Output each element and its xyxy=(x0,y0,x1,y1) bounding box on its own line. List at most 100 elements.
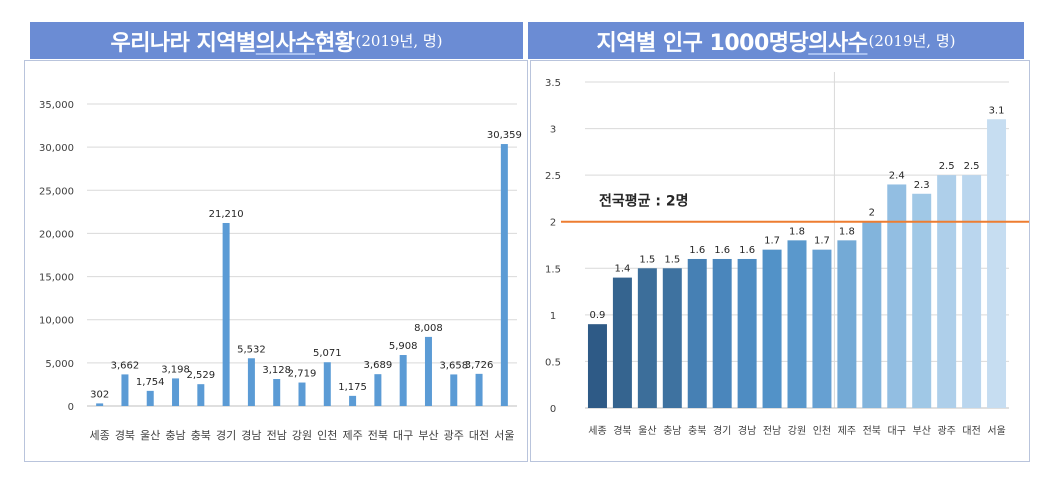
right-data-label: 1.6 xyxy=(689,245,705,256)
left-data-label: 302 xyxy=(90,389,109,400)
right-bar xyxy=(787,240,807,408)
right-category-label: 전북 xyxy=(863,425,881,437)
title-divider xyxy=(524,25,526,57)
left-title-tail: 현황 xyxy=(315,30,355,56)
right-category-label: 전남 xyxy=(763,425,781,437)
left-bar xyxy=(146,390,154,406)
left-bar xyxy=(475,373,483,406)
left-bar xyxy=(273,379,281,406)
left-category-label: 경기 xyxy=(216,429,236,442)
left-bar xyxy=(172,378,180,406)
right-average-label: 전국평균 : 2명 xyxy=(599,193,689,210)
right-data-label: 0.9 xyxy=(590,310,606,321)
right-data-label: 1.4 xyxy=(614,264,630,275)
left-bar xyxy=(349,395,357,406)
right-category-label: 경기 xyxy=(713,424,731,437)
right-category-label: 제주 xyxy=(838,425,856,437)
right-category-label: 서울 xyxy=(987,425,1005,437)
left-title-banner: 우리나라 지역별 의사수 현황 (2019년, 명) xyxy=(30,22,523,59)
left-data-label: 8,008 xyxy=(414,323,443,334)
left-category-label: 강원 xyxy=(292,429,312,442)
left-y-tick-label: 35,000 xyxy=(39,100,74,111)
left-bar xyxy=(121,374,129,406)
right-title-main: 지역별 인구 1000명당 xyxy=(596,30,809,56)
right-category-label: 세종 xyxy=(588,425,606,437)
right-bar xyxy=(737,258,757,408)
right-y-tick-label: 1.5 xyxy=(545,264,561,275)
right-bar xyxy=(662,268,682,408)
right-bar xyxy=(637,268,657,408)
right-bar xyxy=(687,258,707,408)
left-bar xyxy=(247,358,255,406)
right-data-label: 2 xyxy=(869,208,875,219)
left-data-label: 1,175 xyxy=(338,382,367,393)
left-category-label: 인천 xyxy=(317,428,337,442)
right-data-label: 1.7 xyxy=(764,236,780,247)
right-category-label: 경북 xyxy=(613,424,631,437)
right-category-label: 경남 xyxy=(738,424,756,437)
right-title-banner: 지역별 인구 1000명당 의사수 (2019년, 명) xyxy=(528,22,1024,59)
left-category-label: 대구 xyxy=(393,429,413,442)
right-y-tick-label: 1 xyxy=(550,311,556,322)
right-data-label: 1.8 xyxy=(789,226,805,237)
left-data-label: 3,198 xyxy=(161,364,190,375)
left-bar xyxy=(424,336,432,406)
left-category-label: 경북 xyxy=(115,429,135,442)
right-category-label: 대전 xyxy=(962,425,980,437)
left-data-label: 2,719 xyxy=(288,369,317,380)
left-title-highlight: 의사수 xyxy=(255,30,316,56)
left-category-label: 대전 xyxy=(469,429,489,442)
left-category-label: 충북 xyxy=(191,429,211,442)
left-bar xyxy=(500,144,508,406)
right-bar xyxy=(887,184,907,408)
right-bar xyxy=(587,324,607,408)
left-data-label: 5,071 xyxy=(313,348,342,359)
right-category-label: 울산 xyxy=(638,425,656,437)
right-bar xyxy=(762,249,782,408)
left-y-tick-label: 10,000 xyxy=(39,316,74,327)
left-title-unit: (2019년, 명) xyxy=(355,32,443,50)
right-y-tick-label: 0 xyxy=(550,404,556,415)
left-category-label: 충남 xyxy=(165,429,185,442)
left-data-label: 5,532 xyxy=(237,344,266,355)
left-y-tick-label: 0 xyxy=(68,402,74,413)
right-data-label: 1.6 xyxy=(714,245,730,256)
right-data-label: 2.3 xyxy=(914,180,930,191)
right-category-label: 충북 xyxy=(688,425,706,437)
left-data-label: 21,210 xyxy=(209,209,244,220)
right-data-label: 1.5 xyxy=(664,254,680,265)
right-y-tick-label: 3 xyxy=(550,125,556,136)
right-bar xyxy=(937,175,957,408)
right-data-label: 1.5 xyxy=(639,254,655,265)
left-bar xyxy=(323,362,331,406)
right-category-label: 충남 xyxy=(663,425,681,437)
left-y-tick-label: 25,000 xyxy=(39,186,74,197)
right-category-label: 강원 xyxy=(788,425,806,437)
left-title-main: 우리나라 지역별 xyxy=(110,30,256,56)
right-y-tick-label: 2.5 xyxy=(545,171,561,182)
right-category-label: 대구 xyxy=(888,425,906,437)
left-category-label: 광주 xyxy=(444,429,464,442)
right-category-label: 부산 xyxy=(913,425,931,437)
right-category-label: 광주 xyxy=(937,425,955,437)
left-category-label: 세종 xyxy=(90,429,110,442)
right-chart-panel: 0 0.5 1 1.5 2 2.5 3 3.5 0.9 세종 1.4 경북 1.5 울산 1.5 충남 1.6 충… xyxy=(530,60,1030,462)
left-category-label: 전남 xyxy=(267,429,287,442)
right-y-tick-label: 0.5 xyxy=(545,357,561,368)
left-bar xyxy=(197,384,205,406)
left-bar xyxy=(222,222,230,406)
left-data-label: 3,662 xyxy=(111,360,140,371)
right-data-label: 2.5 xyxy=(964,161,980,172)
left-y-tick-label: 30,000 xyxy=(39,143,74,154)
left-bar xyxy=(96,403,104,406)
right-data-label: 2.4 xyxy=(889,170,905,181)
left-chart-panel: 0 5,000 10,000 15,000 20,000 25,000 30,000 35,0… xyxy=(24,60,528,462)
left-category-label: 전북 xyxy=(368,429,388,442)
right-y-tick-label: 2 xyxy=(550,218,556,229)
right-bar xyxy=(862,221,882,408)
right-y-tick-label: 3.5 xyxy=(545,78,561,89)
doctors-by-region-chart: 0 5,000 10,000 15,000 20,000 25,000 30,000 35,0… xyxy=(39,100,522,442)
right-category-label: 인천 xyxy=(813,425,831,437)
right-data-label: 3.1 xyxy=(989,105,1005,116)
left-category-label: 서울 xyxy=(494,429,514,442)
